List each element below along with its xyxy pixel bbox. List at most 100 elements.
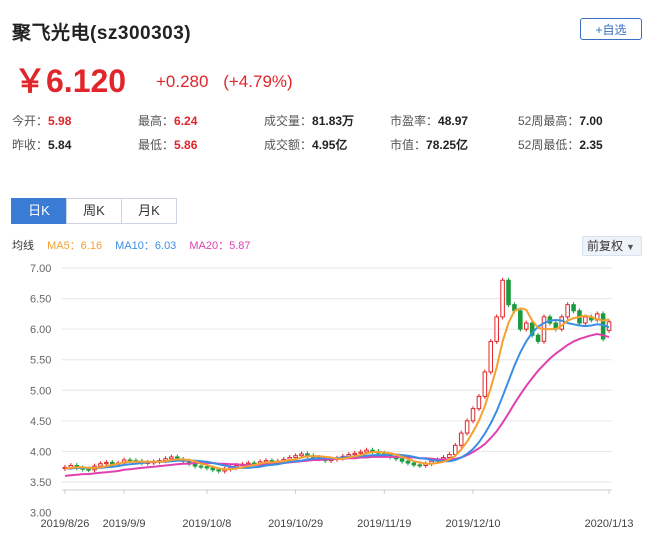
stat-value: 6.24 xyxy=(174,114,198,128)
price-change: +0.280 (+4.79%) xyxy=(156,72,303,92)
stat-label: 市值： xyxy=(390,138,427,152)
ma5-legend: MA5：6.16 xyxy=(47,240,103,252)
candle-body xyxy=(204,466,210,469)
candle-body xyxy=(299,453,304,457)
change-percent: (+4.79%) xyxy=(223,72,293,91)
candle-body xyxy=(535,334,541,342)
x-tick-label: 2019/9/9 xyxy=(103,518,146,530)
change-amount: +0.280 xyxy=(156,72,209,91)
ma5-line xyxy=(64,307,610,471)
candle-body xyxy=(86,468,91,471)
candle-body xyxy=(352,452,358,455)
ma-legend-label: 均线 xyxy=(12,240,34,252)
candle-body xyxy=(104,461,109,465)
candle-body xyxy=(216,469,221,472)
candle-body xyxy=(399,458,405,462)
stat-label: 52周最高： xyxy=(518,114,580,128)
candle-body xyxy=(411,462,417,466)
y-tick-label: 5.50 xyxy=(30,355,51,367)
stat-high: 最高：6.24 xyxy=(138,112,197,129)
stat-label: 成交量： xyxy=(264,114,313,128)
stat-value: 2.35 xyxy=(579,138,603,152)
stat-value: 4.95亿 xyxy=(312,138,348,152)
candle-body xyxy=(565,304,570,318)
x-tick-label: 2020/1/13 xyxy=(585,518,634,530)
stat-turnover: 成交额：4.95亿 xyxy=(264,136,347,153)
stat-label: 52周最低： xyxy=(518,138,580,152)
stat-label: 最低： xyxy=(138,138,175,152)
y-tick-label: 3.50 xyxy=(30,477,51,489)
candle-body xyxy=(210,467,216,471)
stats-row: 今开：5.98 最高：6.24 成交量：81.83万 市盈率：48.97 52周… xyxy=(12,112,652,136)
stat-value: 5.84 xyxy=(48,138,72,152)
stat-value: 5.86 xyxy=(174,138,198,152)
x-tick-label: 2019/10/8 xyxy=(182,518,231,530)
stock-title: 聚飞光电(sz300303) xyxy=(12,23,192,44)
candle-body xyxy=(458,432,464,446)
candle-body xyxy=(293,455,298,459)
current-price: ￥6.120 xyxy=(14,63,127,99)
candle-body xyxy=(405,460,411,464)
ma10-legend: MA10：6.03 xyxy=(115,240,177,252)
stat-open: 今开：5.98 xyxy=(12,112,71,129)
chevron-down-icon: ▼ xyxy=(626,242,635,252)
adjustment-dropdown[interactable]: 前复权 ▼ xyxy=(582,236,642,256)
candle-body xyxy=(470,408,476,422)
candle-body xyxy=(364,449,369,453)
stat-label: 市盈率： xyxy=(390,114,439,128)
candle-body xyxy=(447,453,452,459)
y-tick-label: 4.50 xyxy=(30,416,51,428)
candle-body xyxy=(500,279,505,318)
candle-body xyxy=(494,316,499,342)
ma20-legend: MA20：5.87 xyxy=(189,240,251,252)
stat-value: 7.00 xyxy=(579,114,603,128)
ma-legend: 均线 MA5：6.16 MA10：6.03 MA20：5.87 xyxy=(12,237,261,253)
x-tick-label: 2019/11/19 xyxy=(357,518,411,530)
stat-pe: 市盈率：48.97 xyxy=(390,112,468,129)
stats-panel: 今开：5.98 最高：6.24 成交量：81.83万 市盈率：48.97 52周… xyxy=(12,112,652,160)
tab-weekly-k[interactable]: 周K xyxy=(66,198,122,224)
ma10-line xyxy=(65,318,610,470)
candle-body xyxy=(198,465,204,468)
add-to-watchlist-button[interactable]: +自选 xyxy=(580,18,642,40)
stat-value: 48.97 xyxy=(438,114,469,128)
x-tick-label: 2019/8/26 xyxy=(40,518,89,530)
candle-body xyxy=(583,316,588,324)
candle-body xyxy=(482,371,488,397)
stats-row: 昨收：5.84 最低：5.86 成交额：4.95亿 市值：78.25亿 52周最… xyxy=(12,136,652,160)
x-tick-label: 2019/12/10 xyxy=(445,518,500,530)
stat-value: 5.98 xyxy=(48,114,72,128)
y-tick-label: 3.00 xyxy=(30,508,51,520)
stat-52w-low: 52周最低：2.35 xyxy=(518,136,603,153)
candle-body xyxy=(518,310,523,330)
candle-body xyxy=(169,456,174,460)
candle-body xyxy=(98,463,103,467)
tab-daily-k[interactable]: 日K xyxy=(11,198,67,224)
stat-label: 最高： xyxy=(138,114,175,128)
y-tick-label: 5.00 xyxy=(30,385,51,397)
candle-body xyxy=(488,340,494,373)
candle-body xyxy=(358,451,363,454)
candle-body xyxy=(476,395,482,410)
stat-prev-close: 昨收：5.84 xyxy=(12,136,71,153)
y-tick-label: 6.50 xyxy=(30,294,51,306)
candle-body xyxy=(464,420,470,434)
stat-label: 成交额： xyxy=(264,138,313,152)
stat-volume: 成交量：81.83万 xyxy=(264,112,354,129)
stat-label: 昨收： xyxy=(12,138,49,152)
stat-value: 81.83万 xyxy=(312,114,355,128)
stat-52w-high: 52周最高：7.00 xyxy=(518,112,603,129)
kline-chart[interactable]: 7.006.506.005.505.004.504.003.503.002019… xyxy=(0,258,661,540)
stat-market-cap: 市值：78.25亿 xyxy=(390,136,468,153)
tab-monthly-k[interactable]: 月K xyxy=(121,198,177,224)
adjustment-label: 前复权 xyxy=(587,239,624,253)
period-tabs: 日K 周K 月K xyxy=(11,198,177,224)
candle-body xyxy=(417,464,423,467)
x-tick-label: 2019/10/29 xyxy=(268,518,323,530)
stat-low: 最低：5.86 xyxy=(138,136,197,153)
ma20-line xyxy=(64,332,610,477)
candle-body xyxy=(523,322,529,330)
y-tick-label: 4.00 xyxy=(30,446,51,458)
candle-body xyxy=(529,322,535,336)
candle-body xyxy=(571,304,576,312)
